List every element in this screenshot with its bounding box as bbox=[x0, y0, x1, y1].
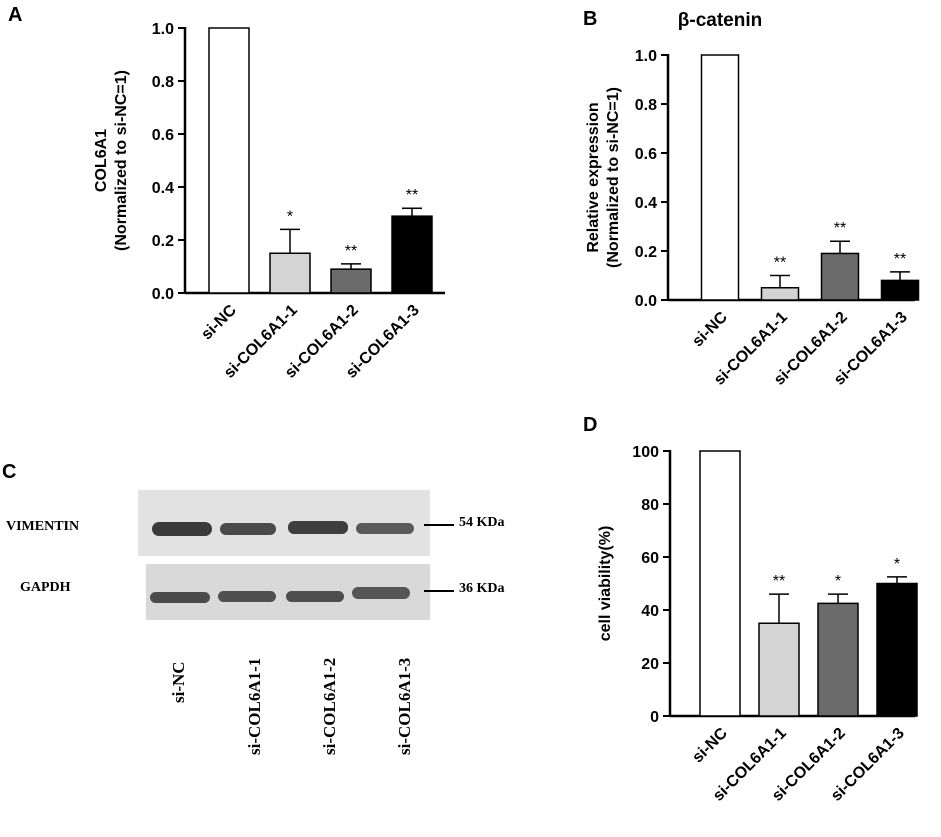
blot-label-vimentin: VIMENTIN bbox=[6, 519, 80, 534]
band bbox=[356, 523, 414, 534]
western-blot: VIMENTIN GAPDH 54 KDa 36 KDa si-NC si-CO… bbox=[0, 480, 505, 837]
lane-label: si-COL6A1-3 bbox=[395, 658, 414, 755]
chart-a: 0.0 0.2 0.4 0.6 0.8 1.0 COL6A1 (Normalized to s… bbox=[93, 21, 445, 382]
y-axis-label-line: Relative expression bbox=[585, 102, 602, 252]
panel-label-b: B bbox=[583, 8, 598, 30]
y-tick-label: 0.2 bbox=[635, 244, 657, 261]
lane-label: si-COL6A1-1 bbox=[245, 658, 264, 755]
blot-lane-labels: si-NC si-COL6A1-1 si-COL6A1-2 si-COL6A1-… bbox=[169, 658, 414, 755]
bar bbox=[820, 252, 860, 301]
bar bbox=[817, 602, 859, 717]
y-tick-label: 100 bbox=[632, 444, 659, 461]
significance-marker: * bbox=[894, 556, 900, 573]
blot-label-gapdh: GAPDH bbox=[20, 580, 71, 595]
band bbox=[218, 591, 276, 602]
y-axis-label-line: (Normalized to si-NC=1) bbox=[113, 70, 130, 251]
significance-marker: ** bbox=[774, 255, 786, 272]
y-tick-label: 80 bbox=[641, 497, 659, 514]
y-tick-label: 0.0 bbox=[635, 293, 657, 310]
bar bbox=[758, 622, 800, 717]
band bbox=[152, 522, 212, 536]
size-marker-line bbox=[424, 524, 454, 526]
chart-title: β-catenin bbox=[678, 10, 762, 31]
y-tick-label: 0.2 bbox=[152, 233, 174, 250]
band bbox=[286, 591, 344, 602]
chart-b: β-catenin 0.0 0.2 0.4 0.6 0.8 1.0 Relative expr… bbox=[585, 10, 920, 389]
significance-marker: * bbox=[287, 208, 293, 225]
panel-label-d: D bbox=[583, 414, 598, 436]
band bbox=[288, 521, 348, 534]
lane-label: si-COL6A1-2 bbox=[320, 658, 339, 755]
y-tick-label: 0 bbox=[650, 709, 659, 726]
significance-marker: ** bbox=[773, 573, 785, 590]
y-axis-label-line: COL6A1 bbox=[93, 129, 110, 192]
y-tick-label: 0.8 bbox=[152, 74, 174, 91]
size-label-36: 36 KDa bbox=[459, 581, 505, 596]
bar bbox=[880, 279, 920, 301]
band bbox=[150, 592, 210, 603]
bar bbox=[876, 582, 918, 717]
x-tick-label: si-NC bbox=[689, 724, 731, 766]
significance-marker: ** bbox=[834, 220, 846, 237]
band bbox=[220, 523, 276, 535]
y-tick-label: 0.6 bbox=[635, 146, 657, 163]
blot-row-gapdh bbox=[146, 564, 430, 620]
y-axis-label: Relative expression (Normalized to si-NC=… bbox=[585, 87, 622, 268]
bar bbox=[330, 268, 372, 294]
bar bbox=[699, 450, 741, 717]
panel-label-c: C bbox=[2, 461, 17, 483]
bar bbox=[760, 287, 800, 301]
y-tick-label: 0.4 bbox=[635, 195, 657, 212]
y-tick-label: 0.6 bbox=[152, 127, 174, 144]
y-tick-label: 60 bbox=[641, 550, 659, 567]
band bbox=[352, 587, 410, 599]
y-tick-label: 0.4 bbox=[152, 180, 174, 197]
bar bbox=[208, 27, 250, 294]
y-tick-label: 0.8 bbox=[635, 97, 657, 114]
significance-marker: ** bbox=[345, 243, 357, 260]
significance-marker: ** bbox=[406, 187, 418, 204]
x-tick-label: si-NC bbox=[198, 301, 240, 343]
bar bbox=[269, 252, 311, 294]
bar bbox=[700, 54, 740, 301]
bar bbox=[391, 215, 433, 294]
blot-row-vimentin bbox=[138, 490, 430, 556]
y-tick-label: 1.0 bbox=[635, 48, 657, 65]
y-axis-label: COL6A1 (Normalized to si-NC=1) bbox=[93, 70, 130, 251]
significance-marker: ** bbox=[894, 251, 906, 268]
size-label-54: 54 KDa bbox=[459, 515, 505, 530]
y-tick-label: 1.0 bbox=[152, 21, 174, 38]
panel-label-a: A bbox=[8, 4, 23, 26]
significance-marker: * bbox=[835, 573, 841, 590]
y-tick-label: 0.0 bbox=[152, 286, 174, 303]
size-marker-line bbox=[424, 590, 454, 592]
y-axis-label: cell viability(%) bbox=[597, 526, 614, 642]
y-tick-label: 20 bbox=[641, 656, 659, 673]
x-tick-label: si-NC bbox=[689, 308, 731, 350]
y-tick-label: 40 bbox=[641, 603, 659, 620]
lane-label: si-NC bbox=[169, 661, 188, 703]
y-axis-label-line: (Normalized to si-NC=1) bbox=[605, 87, 622, 268]
